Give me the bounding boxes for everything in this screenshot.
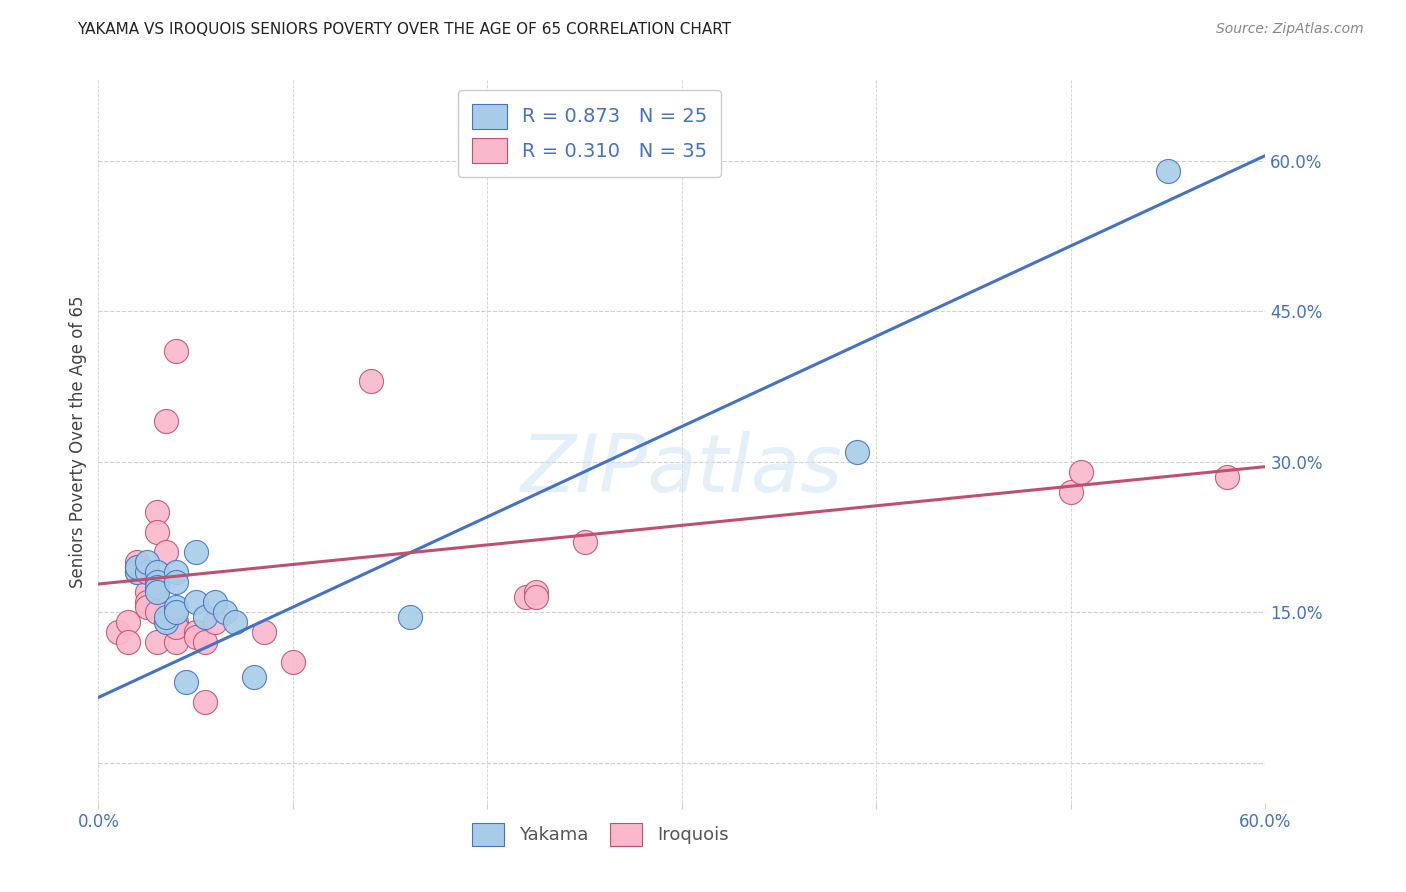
Point [146,505,169,519]
Point [574,535,596,549]
Point [117,635,139,649]
Text: YAKAMA VS IROQUOIS SENIORS POVERTY OVER THE AGE OF 65 CORRELATION CHART: YAKAMA VS IROQUOIS SENIORS POVERTY OVER … [77,22,731,37]
Point [165,620,187,634]
Point [204,595,226,609]
Point [127,565,149,579]
Point [127,560,149,574]
Point [360,375,382,389]
Point [146,580,169,594]
Point [136,595,159,609]
Point [1070,465,1092,479]
Point [155,610,177,624]
Point [127,565,149,579]
Point [127,555,149,569]
Point [165,565,187,579]
Point [146,524,169,539]
Point [194,635,217,649]
Point [146,585,169,599]
Point [184,630,207,644]
Point [165,615,187,630]
Y-axis label: Seniors Poverty Over the Age of 65: Seniors Poverty Over the Age of 65 [69,295,87,588]
Point [165,575,187,590]
Point [146,605,169,619]
Point [174,675,197,690]
Point [253,625,276,640]
Point [204,615,226,630]
Point [165,635,187,649]
Point [184,545,207,559]
Point [165,605,187,619]
Point [524,585,547,599]
Point [136,600,159,615]
Point [243,670,266,684]
Point [146,635,169,649]
Point [194,696,217,710]
Point [398,610,420,624]
Point [184,595,207,609]
Text: Source: ZipAtlas.com: Source: ZipAtlas.com [1216,22,1364,37]
Point [1215,469,1237,483]
Text: ZIPatlas: ZIPatlas [520,432,844,509]
Point [165,600,187,615]
Point [107,625,129,640]
Point [165,344,187,359]
Point [524,590,547,604]
Point [127,560,149,574]
Point [146,575,169,590]
Point [155,615,177,630]
Point [136,565,159,579]
Point [117,615,139,630]
Point [194,610,217,624]
Point [515,590,537,604]
Legend: Yakama, Iroquois: Yakama, Iroquois [460,810,741,859]
Point [214,605,236,619]
Point [1060,484,1083,499]
Point [136,555,159,569]
Point [136,585,159,599]
Point [1157,163,1180,178]
Point [846,444,869,458]
Point [224,615,246,630]
Point [184,625,207,640]
Point [281,655,304,669]
Point [146,565,169,579]
Point [155,545,177,559]
Point [136,565,159,579]
Point [155,414,177,429]
